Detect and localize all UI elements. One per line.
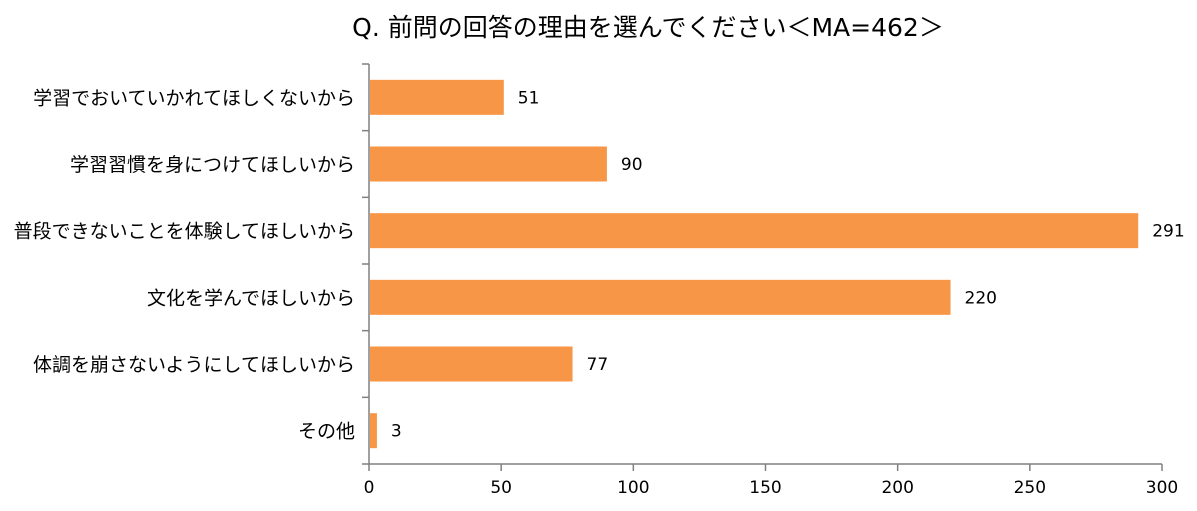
x-tick-label: 100 — [617, 478, 649, 498]
plot-area: 0 50 100 150 200 250 300 学習でおいていかれてほしくないから 51 学習習… — [14, 63, 1185, 498]
x-tick-label: 50 — [490, 478, 512, 498]
category-label: 文化を学んでほしいから — [147, 287, 355, 309]
bar — [370, 213, 1139, 249]
bar — [370, 146, 607, 182]
category-label: その他 — [298, 421, 355, 443]
category-label: 学習習慣を身につけてほしいから — [70, 154, 355, 176]
category-label: 学習でおいていかれてほしくないから — [33, 87, 355, 109]
bar — [370, 413, 377, 449]
x-tick-label: 300 — [1146, 478, 1178, 498]
bar — [370, 79, 504, 115]
x-tick-label: 250 — [1014, 478, 1046, 498]
category-label: 普段できないことを体験してほしいから — [14, 221, 355, 243]
data-label: 220 — [965, 288, 997, 308]
data-label: 90 — [621, 155, 643, 175]
bar — [370, 279, 951, 315]
bar — [370, 346, 573, 382]
category-label: 体調を崩さないようにしてほしいから — [33, 354, 355, 376]
x-tick-label: 200 — [881, 478, 913, 498]
chart-title: Q. 前問の回答の理由を選んでください＜MA=462＞ — [352, 13, 944, 42]
data-label: 3 — [391, 422, 402, 442]
data-label: 51 — [518, 88, 540, 108]
x-tick-label: 150 — [749, 478, 781, 498]
x-tick-label: 0 — [364, 478, 375, 498]
data-label: 291 — [1152, 222, 1184, 242]
data-label: 77 — [587, 355, 609, 375]
